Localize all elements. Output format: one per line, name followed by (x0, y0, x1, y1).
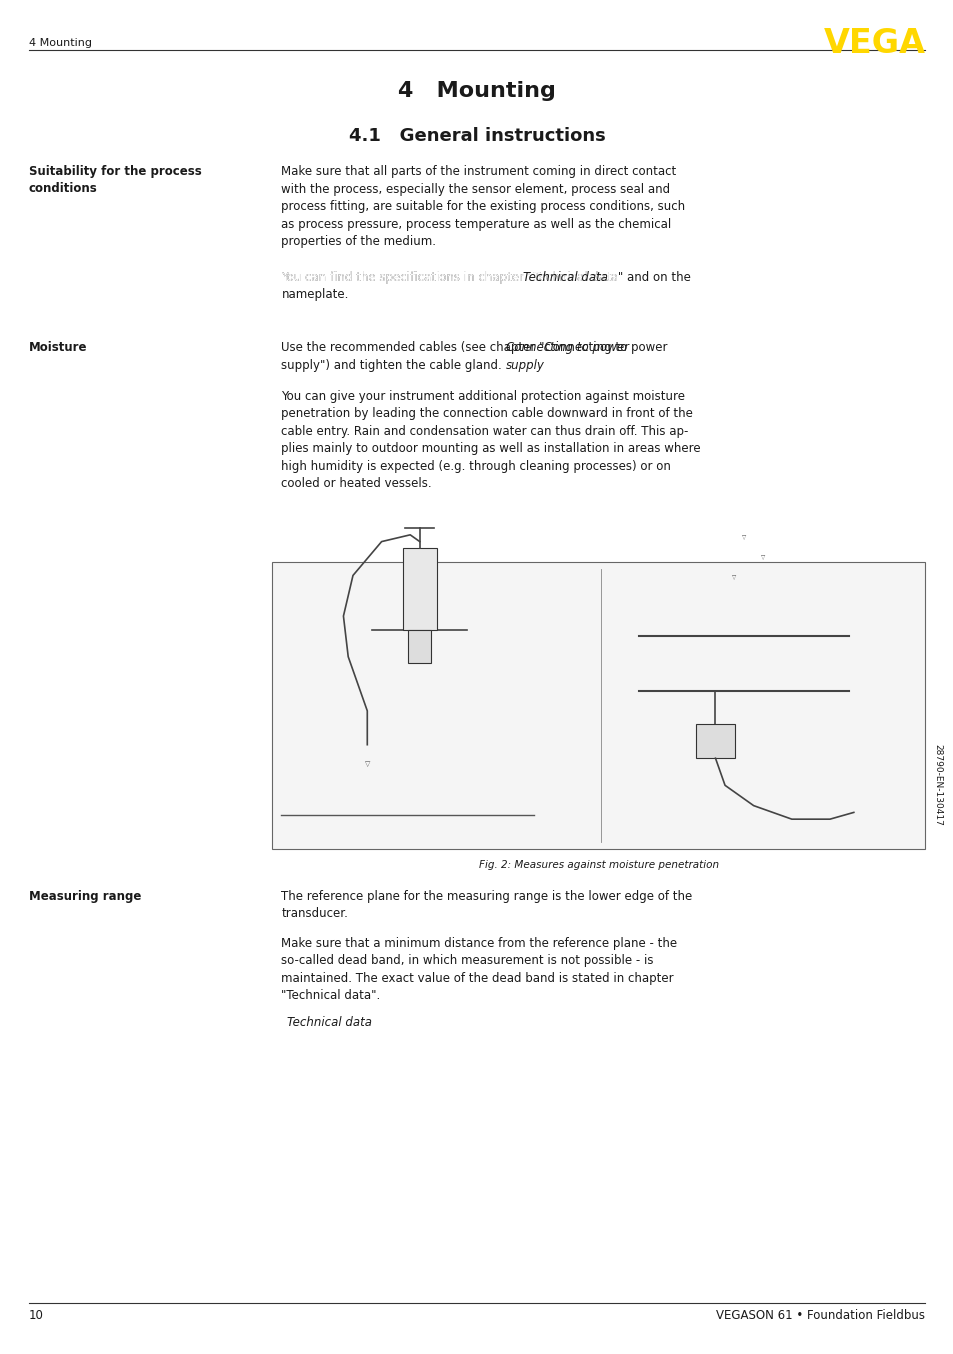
Text: Moisture: Moisture (29, 341, 87, 355)
Text: ▽: ▽ (732, 575, 736, 581)
Text: Fig. 2: Measures against moisture penetration: Fig. 2: Measures against moisture penetr… (478, 860, 718, 869)
Text: VEGASON 61 • Foundation Fieldbus: VEGASON 61 • Foundation Fieldbus (716, 1309, 924, 1323)
Text: Suitability for the process
conditions: Suitability for the process conditions (29, 165, 201, 195)
Bar (272, 562, 924, 849)
Bar (696, 724, 734, 758)
Text: You can give your instrument additional protection against moisture
penetration : You can give your instrument additional … (281, 390, 700, 490)
Text: ▽: ▽ (364, 761, 370, 766)
Text: 4 Mounting: 4 Mounting (29, 38, 91, 47)
Text: Technical data: Technical data (522, 271, 607, 284)
Text: 4   Mounting: 4 Mounting (397, 81, 556, 102)
Bar (402, 548, 436, 630)
Text: The reference plane for the measuring range is the lower edge of the
transducer.: The reference plane for the measuring ra… (281, 890, 692, 921)
Text: 28790-EN-130417: 28790-EN-130417 (932, 745, 942, 826)
Text: VEGA: VEGA (822, 27, 924, 60)
Text: You can find the specifications in chapter "Technical data: You can find the specifications in chapt… (281, 271, 618, 284)
Text: Use the recommended cables (see chapter "Connecting to power
supply") and tighte: Use the recommended cables (see chapter … (281, 341, 667, 372)
Text: ▽: ▽ (760, 555, 764, 561)
Text: 10: 10 (29, 1309, 44, 1323)
Bar (408, 630, 431, 663)
Text: Measuring range: Measuring range (29, 890, 141, 903)
Text: Technical data: Technical data (287, 1016, 372, 1029)
Text: Make sure that a minimum distance from the reference plane - the
so-called dead : Make sure that a minimum distance from t… (281, 937, 677, 1002)
Text: Make sure that all parts of the instrument coming in direct contact
with the pro: Make sure that all parts of the instrume… (281, 165, 685, 248)
Text: ▽: ▽ (741, 535, 745, 540)
Text: You can find the specifications in chapter "Technical data" and on the
nameplate: You can find the specifications in chapt… (281, 271, 691, 302)
Text: 4.1   General instructions: 4.1 General instructions (348, 127, 605, 145)
Text: Connecting to power
supply: Connecting to power supply (506, 341, 629, 372)
